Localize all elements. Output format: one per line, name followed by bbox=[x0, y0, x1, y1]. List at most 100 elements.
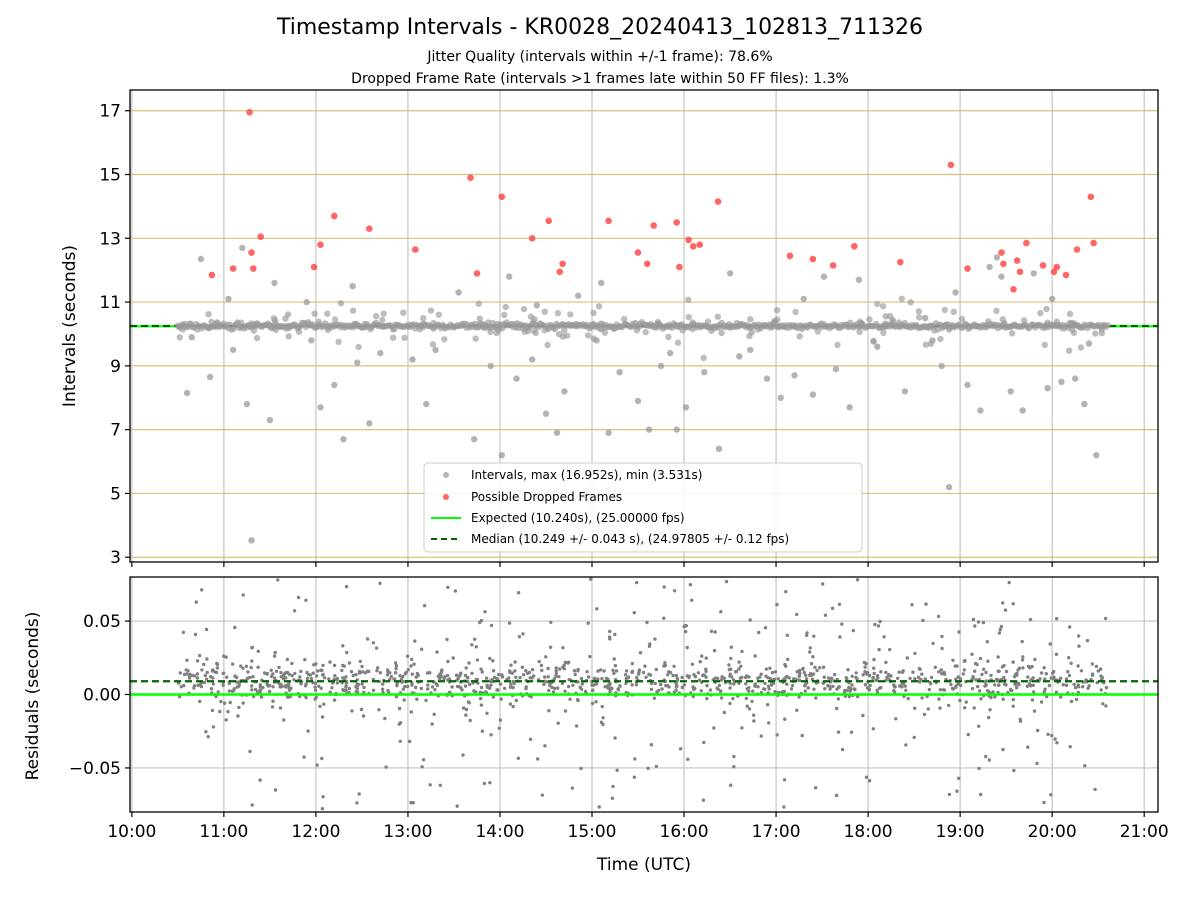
x-tick-label: 20:00 bbox=[1028, 822, 1077, 842]
residual-point bbox=[808, 672, 813, 676]
residual-point bbox=[479, 703, 484, 707]
interval-point bbox=[513, 375, 520, 382]
residual-point bbox=[644, 675, 648, 679]
residual-point bbox=[303, 684, 308, 688]
residual-point bbox=[200, 668, 204, 672]
interval-point bbox=[544, 341, 551, 349]
residual-point bbox=[316, 669, 320, 673]
residual-point bbox=[315, 763, 319, 767]
residual-point bbox=[700, 654, 704, 658]
residual-point bbox=[414, 675, 418, 679]
residual-point bbox=[785, 682, 789, 686]
residual-point bbox=[445, 637, 449, 642]
residual-point bbox=[446, 678, 450, 682]
residual-point bbox=[724, 579, 729, 584]
residual-point bbox=[407, 739, 412, 744]
interval-point bbox=[429, 341, 437, 348]
residual-point bbox=[1043, 687, 1047, 691]
residual-point bbox=[861, 673, 865, 677]
residual-point bbox=[182, 683, 186, 688]
interval-point bbox=[197, 255, 205, 263]
residual-point bbox=[740, 726, 744, 730]
residual-point bbox=[892, 690, 897, 694]
residual-point bbox=[567, 684, 571, 689]
residual-point bbox=[936, 614, 941, 619]
residual-point bbox=[950, 686, 955, 691]
residual-point bbox=[463, 684, 468, 688]
residual-point bbox=[1028, 679, 1033, 683]
residual-point bbox=[318, 704, 322, 709]
residual-point bbox=[345, 650, 349, 655]
residual-point bbox=[768, 677, 773, 681]
residual-point bbox=[985, 640, 989, 644]
residual-point bbox=[823, 613, 828, 617]
residual-point bbox=[508, 685, 513, 689]
residual-point bbox=[971, 675, 975, 679]
top-x-ticks bbox=[131, 562, 1145, 567]
residual-point bbox=[851, 628, 855, 633]
residual-point bbox=[801, 666, 805, 671]
residual-point bbox=[898, 684, 902, 688]
residual-point bbox=[803, 682, 808, 686]
interval-point bbox=[938, 362, 945, 370]
residual-point bbox=[479, 618, 484, 623]
residual-point bbox=[500, 675, 505, 679]
interval-point bbox=[725, 323, 733, 330]
residual-point bbox=[468, 682, 472, 687]
top-y-tick-label: 3 bbox=[110, 548, 121, 568]
interval-point bbox=[1077, 344, 1085, 351]
residual-point bbox=[981, 620, 986, 625]
dropped-frame-point bbox=[851, 243, 858, 250]
residual-point bbox=[349, 670, 354, 674]
residual-point bbox=[719, 678, 723, 682]
residual-point bbox=[530, 676, 534, 680]
residual-point bbox=[563, 689, 567, 693]
residual-point bbox=[1031, 683, 1036, 687]
interval-point bbox=[1044, 319, 1051, 326]
residual-point bbox=[835, 687, 839, 691]
residual-point bbox=[265, 671, 270, 676]
residual-point bbox=[653, 637, 657, 641]
residual-point bbox=[849, 730, 854, 734]
residual-point bbox=[362, 685, 366, 690]
interval-point bbox=[777, 394, 784, 401]
residual-point bbox=[479, 667, 483, 671]
residual-point bbox=[847, 686, 851, 690]
residual-point bbox=[597, 805, 601, 809]
residual-point bbox=[675, 683, 679, 688]
residual-point bbox=[543, 679, 547, 683]
dropped-frame-point bbox=[208, 271, 216, 279]
residual-point bbox=[272, 676, 277, 680]
residual-point bbox=[624, 681, 628, 686]
residual-point bbox=[996, 669, 1000, 673]
residual-point bbox=[652, 696, 657, 700]
dropped-frame-point bbox=[696, 241, 703, 248]
interval-point bbox=[564, 332, 571, 339]
residual-point bbox=[256, 649, 260, 653]
residual-point bbox=[1025, 684, 1030, 688]
residual-point bbox=[649, 743, 654, 747]
residual-point bbox=[269, 674, 274, 679]
residual-point bbox=[535, 757, 540, 761]
interval-point bbox=[561, 388, 568, 395]
dropped-frame-point bbox=[1053, 263, 1061, 271]
residual-point bbox=[224, 718, 228, 722]
residual-point bbox=[214, 670, 219, 675]
interval-point bbox=[621, 315, 628, 323]
dropped-frame-point bbox=[1090, 239, 1097, 247]
residual-point bbox=[663, 663, 667, 668]
residual-point bbox=[686, 757, 690, 761]
dropped-frame-point bbox=[829, 262, 837, 269]
residual-point bbox=[987, 690, 991, 694]
interval-point bbox=[527, 313, 535, 320]
residual-point bbox=[957, 776, 961, 780]
residual-point bbox=[576, 669, 580, 673]
dropped-frame-point bbox=[605, 217, 612, 225]
interval-point bbox=[907, 299, 914, 306]
residual-point bbox=[1011, 704, 1015, 708]
residual-point bbox=[276, 578, 280, 582]
residual-point bbox=[290, 673, 294, 678]
interval-point bbox=[1092, 330, 1099, 337]
interval-point bbox=[597, 320, 605, 327]
residual-point bbox=[421, 758, 426, 762]
